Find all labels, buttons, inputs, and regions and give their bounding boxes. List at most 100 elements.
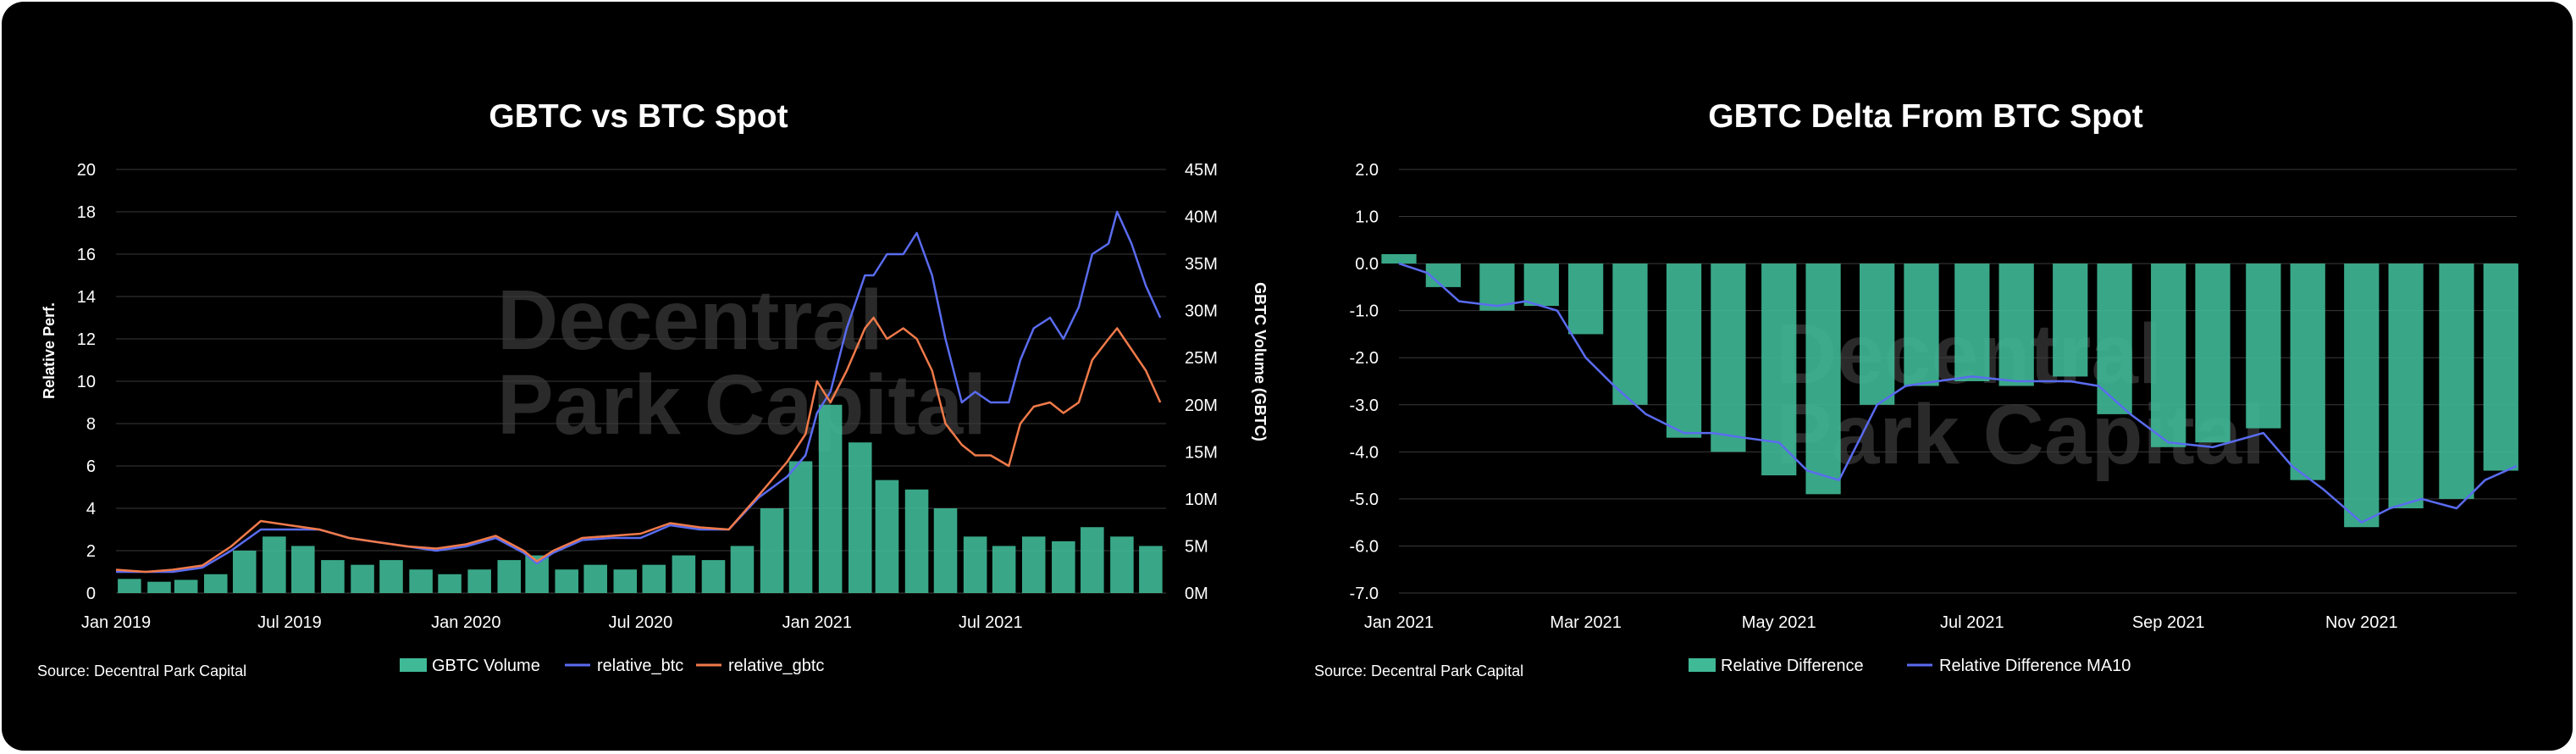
- chart1-volume-bar: [497, 560, 522, 593]
- chart1-volume-bar: [291, 546, 315, 593]
- chart2-difference-bar: [2151, 263, 2186, 447]
- chart1-volume-bar: [848, 442, 872, 593]
- chart1-y2-tick: 15M: [1185, 443, 1218, 462]
- chart1-volume-bar: [760, 508, 784, 593]
- chart2-difference-bar: [1711, 263, 1746, 452]
- chart1-volume-bar: [818, 404, 843, 593]
- chart2-x-tick: May 2021: [1742, 613, 1816, 632]
- chart1-x-tick: Jan 2021: [782, 613, 852, 632]
- chart1-y-tick: 2: [86, 542, 96, 561]
- watermark-line2-b: Park Capital: [1776, 387, 2265, 482]
- chart1-x-tick: Jan 2019: [81, 613, 151, 632]
- chart2-x-tick: Mar 2021: [1550, 613, 1622, 632]
- chart2-difference-bar: [2290, 263, 2325, 480]
- chart1-y-tick: 6: [86, 457, 96, 476]
- watermark-line1: Decentral: [497, 273, 883, 368]
- chart1-volume-bar: [118, 579, 141, 593]
- chart2-legend-label: Relative Difference MA10: [1939, 657, 2131, 675]
- chart1-watermark: Decentral Park Capital: [497, 273, 987, 452]
- chart2-difference-bar: [2388, 263, 2424, 508]
- chart1-volume-bar: [583, 564, 607, 593]
- chart2-y-tick: -1.0: [1350, 302, 1379, 321]
- chart2-source: Source: Decentral Park Capital: [1314, 663, 1523, 679]
- chart1-legend-swatch: [400, 658, 427, 672]
- chart2-difference-bar: [2439, 263, 2474, 499]
- chart1-legend-label: GBTC Volume: [432, 657, 540, 675]
- chart1-title: GBTC vs BTC Spot: [489, 98, 788, 135]
- chart1-volume-bar: [788, 461, 813, 593]
- chart2-title: GBTC Delta From BTC Spot: [1708, 98, 2143, 135]
- chart1-y2label: GBTC Volume (GBTC): [1252, 282, 1269, 441]
- chart-gbtc-vs-btc: GBTC vs BTC Spot Decentral Park Capital …: [37, 98, 1269, 679]
- chart1-volume-bar: [321, 560, 345, 593]
- chart2-x-tick: Nov 2021: [2325, 613, 2398, 632]
- chart1-y2-tick: 20M: [1185, 396, 1218, 415]
- chart1-x-tick: Jan 2020: [431, 613, 500, 632]
- chart2-difference-bar: [1612, 263, 1648, 405]
- chart1-y-tick: 12: [77, 330, 96, 349]
- chart1-legend: GBTC Volume relative_btc relative_gbtc: [400, 657, 824, 675]
- chart1-volume-bar: [904, 489, 929, 593]
- chart1-y-tick: 0: [86, 585, 96, 603]
- chart2-y-ticks: -7.0 -6.0 -5.0 -4.0 -3.0 -2.0 -1.0 0.0 1.0 2.0: [1350, 161, 1379, 603]
- chart1-y2-tick: 5M: [1185, 537, 1208, 556]
- chart1-source: Source: Decentral Park Capital: [37, 663, 246, 679]
- watermark-line2: Park Capital: [497, 358, 987, 452]
- chart2-difference-bar: [1381, 254, 1417, 264]
- chart1-legend-label: relative_btc: [597, 657, 683, 675]
- chart2-lines: [1398, 262, 2518, 524]
- chart1-y2-tick: 10M: [1185, 491, 1218, 509]
- chart1-y2-tick: 30M: [1185, 302, 1218, 321]
- chart2-y-tick: -6.0: [1350, 537, 1379, 556]
- chart1-volume-bar: [438, 574, 462, 593]
- chart1-volume-bar: [875, 480, 899, 593]
- chart1-volume-bar: [232, 551, 257, 593]
- chart2-x-tick: Jan 2021: [1364, 613, 1434, 632]
- chart1-volume-bar: [1081, 527, 1104, 593]
- chart1-volume-bar: [613, 569, 638, 593]
- chart2-difference-bar: [2344, 263, 2380, 528]
- chart1-y-tick: 10: [77, 373, 96, 391]
- chart1-volume-bar: [351, 564, 374, 593]
- chart2-legend-label: Relative Difference: [1721, 657, 1864, 675]
- chart1-ylabel: Relative Perf.: [41, 302, 58, 399]
- chart1-x-tick: Jul 2021: [959, 613, 1023, 632]
- chart2-x-ticks: Jan 2021 Mar 2021 May 2021 Jul 2021 Sep 2021…: [1364, 613, 2398, 632]
- chart2-y-tick: 0.0: [1355, 255, 1379, 274]
- chart2-legend-swatch: [1689, 658, 1716, 672]
- chart2-y-tick: 2.0: [1355, 161, 1379, 180]
- chart1-y2-tick: 0M: [1185, 585, 1208, 603]
- chart1-volume-bar: [672, 555, 696, 593]
- chart1-y2-ticks: 0M 5M 10M 15M 20M 25M 30M 35M 40M 45M: [1185, 161, 1218, 603]
- chart2-difference-bar: [1666, 263, 1702, 438]
- chart1-x-tick: Jul 2019: [257, 613, 322, 632]
- chart2-difference-bar: [2053, 263, 2088, 377]
- chart1-y2-tick: 45M: [1185, 161, 1218, 180]
- chart2-difference-bars: [1381, 254, 2518, 528]
- chart1-volume-bar: [174, 579, 198, 593]
- chart1-volume-bar: [963, 536, 987, 593]
- chart2-difference-bar: [2483, 263, 2518, 471]
- chart1-y-ticks: 0 2 4 6 8 10 12 14 16 18 20: [77, 161, 96, 603]
- chart1-volume-bar: [1052, 541, 1075, 593]
- chart2-legend: Relative Difference Relative Difference M…: [1689, 657, 2131, 675]
- chart2-difference-bar: [2195, 263, 2231, 443]
- chart2-difference-bar: [1479, 263, 1515, 311]
- chart1-y2-tick: 35M: [1185, 255, 1218, 274]
- chart1-legend-label: relative_gbtc: [728, 657, 824, 675]
- chart1-x-ticks: Jan 2019 Jul 2019 Jan 2020 Jul 2020 Jan 2021…: [81, 613, 1023, 632]
- chart1-volume-bar: [203, 574, 228, 593]
- chart2-y-tick: -7.0: [1350, 585, 1379, 603]
- chart1-volume-bar: [642, 564, 666, 593]
- chart1-y-tick: 14: [77, 288, 96, 307]
- chart1-x-tick: Jul 2020: [609, 613, 673, 632]
- chart1-volume-bar: [555, 569, 579, 593]
- chart2-y-tick: -3.0: [1350, 396, 1379, 415]
- chart1-volume-bar: [701, 560, 726, 593]
- chart2-difference-bar: [2246, 263, 2281, 429]
- chart2-y-tick: 1.0: [1355, 208, 1379, 227]
- chart1-volume-bar: [147, 581, 171, 593]
- chart1-lines: [115, 210, 1162, 574]
